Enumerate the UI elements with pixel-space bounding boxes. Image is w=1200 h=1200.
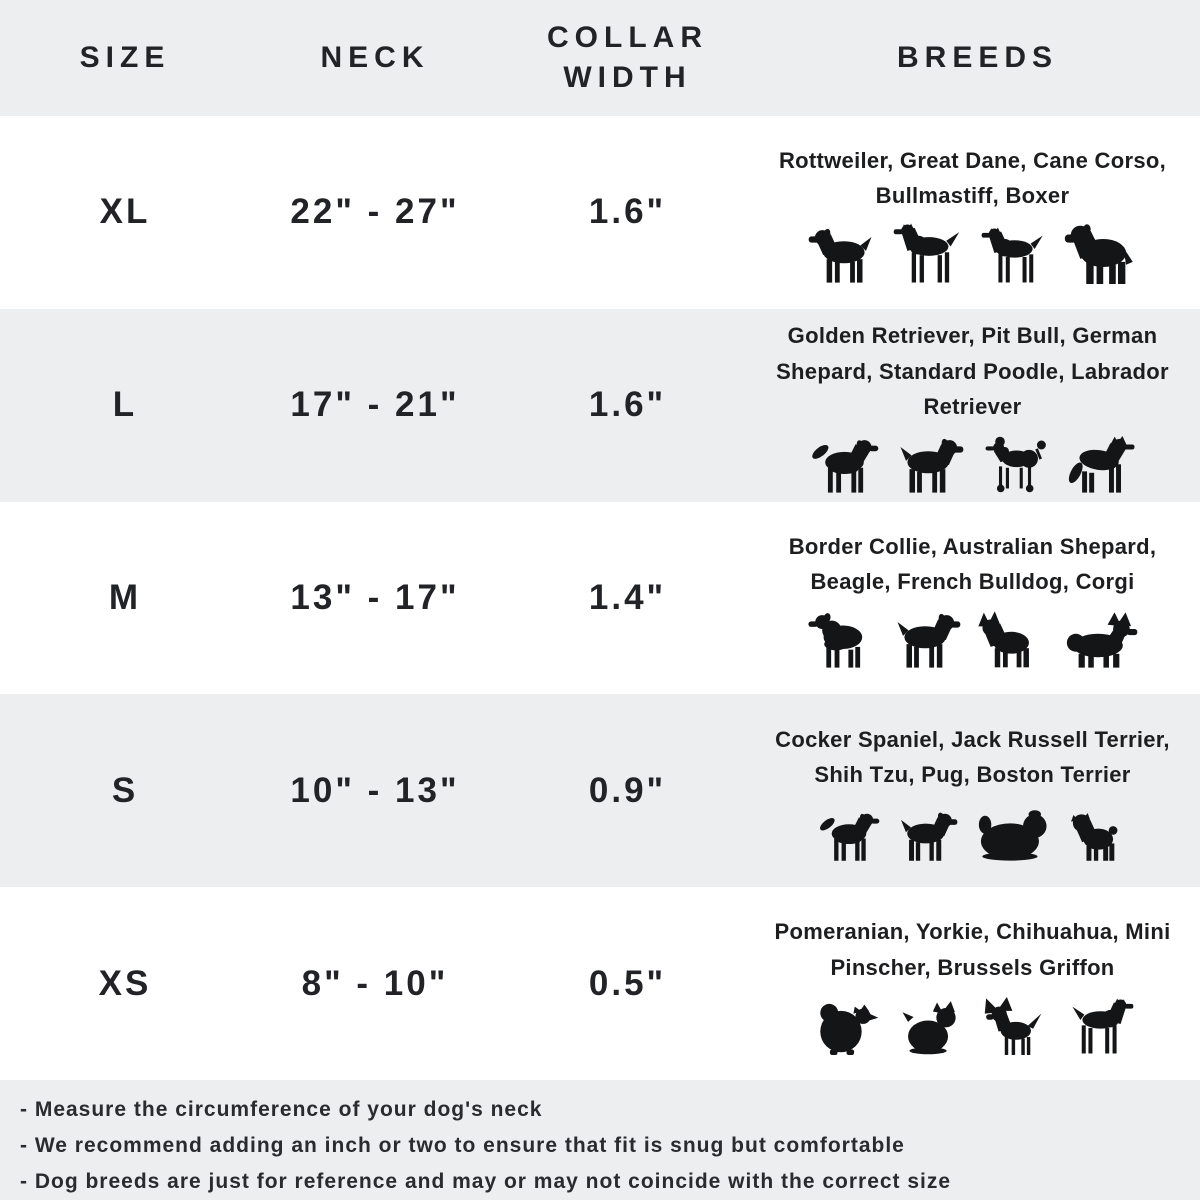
breed-icons: [812, 991, 1134, 1055]
note-recommend: - We recommend adding an inch or two to …: [20, 1133, 905, 1157]
breeds-text: Rottweiler, Great Dane, Cane Corso, Bull…: [778, 148, 1167, 209]
neck-cell: 13" - 17": [290, 578, 460, 618]
breed-icons: [818, 798, 1128, 862]
rottweiler-icon: [808, 226, 877, 284]
german-shepard-icon: [1065, 436, 1136, 494]
header-breeds: BREEDS: [896, 40, 1059, 74]
table-row-s: S 10" - 13" 0.9" Cocker Spaniel, Jack Ru…: [0, 694, 1200, 888]
cane-corso-icon: [981, 226, 1048, 284]
header-neck: NECK: [320, 40, 430, 74]
note-reference: - Dog breeds are just for reference and …: [20, 1169, 952, 1193]
breeds-cell: Border Collie, Australian Shepard, Beagl…: [755, 521, 1200, 675]
neck-cell: 8" - 10": [301, 963, 449, 1003]
size-cell: S: [111, 770, 139, 810]
jack-russell-terrier-icon: [896, 810, 958, 862]
table-row-xl: XL 22" - 27" 1.6" Rottweiler, Great Dane…: [0, 116, 1200, 309]
breed-icons: [807, 605, 1137, 669]
breeds-cell: Pomeranian, Yorkie, Chihuahua, Mini Pins…: [755, 906, 1200, 1060]
collar-width-cell: 1.4": [588, 578, 667, 618]
corgi-icon: [1062, 611, 1138, 669]
size-cell: XS: [98, 963, 152, 1003]
breeds-text: Pomeranian, Yorkie, Chihuahua, Mini Pins…: [774, 919, 1171, 980]
french-bulldog-icon: [977, 611, 1045, 669]
australian-shepard-icon: [807, 611, 876, 669]
breeds-cell: Cocker Spaniel, Jack Russell Terrier, Sh…: [755, 714, 1200, 868]
header-size: SIZE: [79, 40, 171, 74]
table-row-l: L 17" - 21" 1.6" Golden Retriever, Pit B…: [0, 308, 1200, 502]
footer-notes: - Measure the circumference of your dog'…: [0, 1079, 1200, 1200]
table-header-row: SIZE NECK COLLAR WIDTH BREEDS: [0, 0, 1200, 117]
size-cell: L: [112, 385, 138, 425]
breed-icons: [808, 220, 1138, 284]
breed-icons: [810, 430, 1136, 494]
breeds-cell: Rottweiler, Great Dane, Cane Corso, Bull…: [755, 135, 1200, 289]
table-row-m: M 13" - 17" 1.4" Border Collie, Australi…: [0, 501, 1200, 695]
labrador-retriever-icon: [895, 436, 964, 494]
size-cell: M: [108, 578, 142, 618]
yorkie-icon: [897, 997, 966, 1055]
golden-retriever-icon: [810, 436, 879, 494]
collar-width-cell: 1.6": [588, 192, 667, 232]
breeds-text: Cocker Spaniel, Jack Russell Terrier, Sh…: [775, 726, 1170, 787]
standard-poodle-icon: [980, 436, 1049, 494]
collar-width-cell: 0.5": [588, 963, 667, 1003]
note-measure: - Measure the circumference of your dog'…: [20, 1097, 543, 1121]
cocker-spaniel-icon: [818, 810, 880, 862]
shih-tzu-icon: [974, 804, 1050, 862]
size-cell: XL: [99, 192, 151, 232]
collar-width-cell: 1.6": [588, 385, 667, 425]
beagle-icon: [892, 611, 961, 669]
breeds-text: Golden Retriever, Pit Bull, German Shepa…: [776, 323, 1169, 419]
neck-cell: 10" - 13": [290, 770, 460, 810]
header-collar-width: COLLAR WIDTH: [547, 20, 708, 95]
chihuahua-icon: [982, 997, 1051, 1055]
mini-pinscher-icon: [1067, 997, 1134, 1055]
collar-width-cell: 0.9": [588, 770, 667, 810]
breeds-cell: Golden Retriever, Pit Bull, German Shepa…: [755, 310, 1200, 500]
breeds-text: Border Collie, Australian Shepard, Beagl…: [788, 533, 1157, 595]
bullmastiff-icon: [1064, 222, 1138, 284]
pug-icon: [1066, 810, 1128, 862]
neck-cell: 17" - 21": [290, 385, 460, 425]
neck-cell: 22" - 27": [290, 192, 460, 232]
great-dane-icon: [893, 222, 965, 284]
pomeranian-icon: [812, 997, 881, 1055]
table-row-xs: XS 8" - 10" 0.5" Pomeranian, Yorkie, Chi…: [0, 887, 1200, 1080]
